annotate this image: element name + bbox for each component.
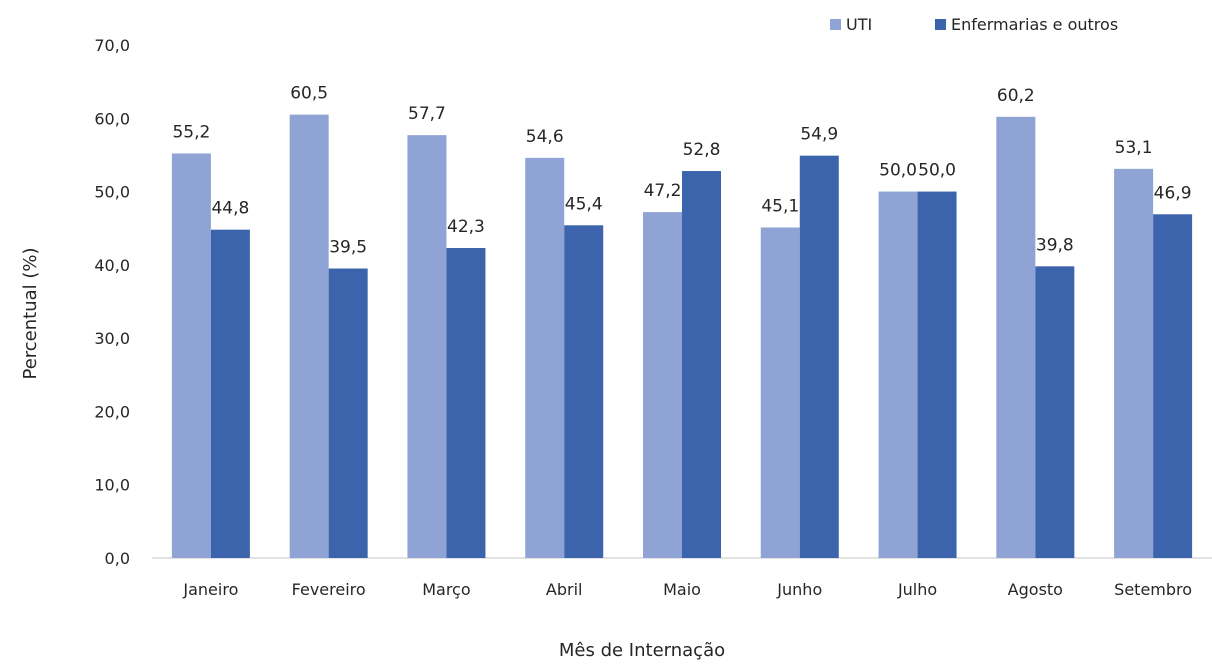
data-label: 46,9 [1154,183,1192,203]
x-tick-label: Agosto [1008,580,1063,599]
x-tick-label: Abril [546,580,583,599]
bar-enfermarias-2 [446,248,486,558]
bar-uti-7 [996,116,1036,558]
data-label: 53,1 [1115,138,1153,158]
y-tick-label: 60,0 [94,109,130,128]
y-tick-label: 50,0 [94,183,130,202]
y-tick-label: 30,0 [94,329,130,348]
y-tick-label: 10,0 [94,476,130,495]
bars [171,114,1193,559]
bar-enfermarias-5 [799,155,839,558]
data-label: 60,2 [997,86,1035,106]
data-label: 60,5 [290,84,328,104]
x-tick-label: Março [422,580,470,599]
data-label: 47,2 [644,181,682,201]
legend: UTI Enfermarias e outros [830,15,1118,34]
bar-uti-0 [171,153,211,558]
data-label: 54,6 [526,127,564,147]
data-label: 39,8 [1036,235,1074,255]
bar-enfermarias-4 [682,171,721,558]
data-label: 54,9 [800,125,838,145]
bar-uti-2 [407,135,447,559]
data-label: 44,8 [211,199,249,219]
data-label: 50,0 [879,161,917,181]
data-label: 57,7 [408,104,446,124]
bar-enfermarias-3 [564,225,604,559]
data-labels: 55,2 44,8 60,5 39,5 57,7 42,3 54,6 45,4 47,2 52,8… [172,84,1191,258]
x-tick-label: Fevereiro [292,580,366,599]
x-axis-ticks: Janeiro Fevereiro Março Abril Maio Junho Julho… [182,580,1192,599]
x-tick-label: Junho [776,580,822,599]
x-axis-title: Mês de Internação [559,640,725,661]
bar-enfermarias-6 [917,191,957,559]
legend-label: UTI [846,15,872,34]
y-tick-label: 20,0 [94,402,130,421]
x-tick-label: Julho [897,580,937,599]
data-label: 42,3 [447,217,485,237]
bar-enfermarias-7 [1035,266,1075,558]
bar-uti-3 [525,157,565,559]
y-tick-label: 0,0 [105,549,130,568]
y-axis-title: Percentual (%) [20,247,41,379]
data-label: 52,8 [683,140,721,160]
legend-label: Enfermarias e outros [951,15,1118,34]
bar-uti-1 [289,114,329,558]
data-label: 45,1 [761,196,799,216]
y-tick-label: 70,0 [94,36,130,55]
bar-enfermarias-8 [1153,214,1193,559]
bar-uti-6 [878,191,918,559]
x-tick-label: Setembro [1114,580,1192,599]
bar-enfermarias-0 [210,229,250,558]
data-label: 50,0 [918,161,956,181]
legend-swatch [935,19,946,30]
data-label: 39,5 [329,238,367,258]
y-tick-label: 40,0 [94,256,130,275]
x-tick-label: Maio [663,580,701,599]
bar-enfermarias-1 [328,268,368,558]
legend-swatch [830,19,841,30]
data-label: 45,4 [565,194,603,214]
y-axis-ticks: 0,0 10,0 20,0 30,0 40,0 50,0 60,0 70,0 [94,36,130,568]
bar-uti-5 [760,227,800,558]
bar-uti-4 [643,212,682,558]
data-label: 55,2 [172,122,210,142]
bar-uti-8 [1114,168,1154,559]
x-tick-label: Janeiro [182,580,238,599]
